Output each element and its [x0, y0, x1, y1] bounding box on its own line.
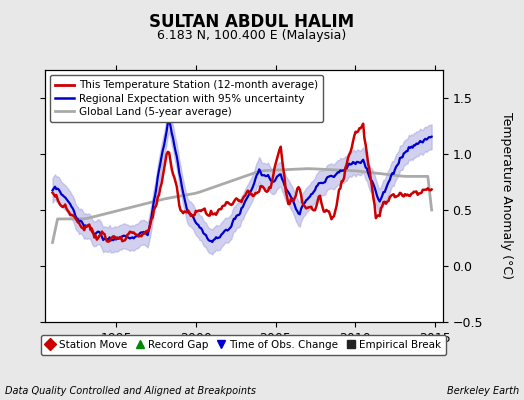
- Text: 6.183 N, 100.400 E (Malaysia): 6.183 N, 100.400 E (Malaysia): [157, 30, 346, 42]
- Legend: Station Move, Record Gap, Time of Obs. Change, Empirical Break: Station Move, Record Gap, Time of Obs. C…: [41, 335, 446, 355]
- Legend: This Temperature Station (12-month average), Regional Expectation with 95% uncer: This Temperature Station (12-month avera…: [50, 75, 323, 122]
- Text: Berkeley Earth: Berkeley Earth: [446, 386, 519, 396]
- Text: Data Quality Controlled and Aligned at Breakpoints: Data Quality Controlled and Aligned at B…: [5, 386, 256, 396]
- Y-axis label: Temperature Anomaly (°C): Temperature Anomaly (°C): [500, 112, 512, 280]
- Text: SULTAN ABDUL HALIM: SULTAN ABDUL HALIM: [149, 13, 354, 31]
